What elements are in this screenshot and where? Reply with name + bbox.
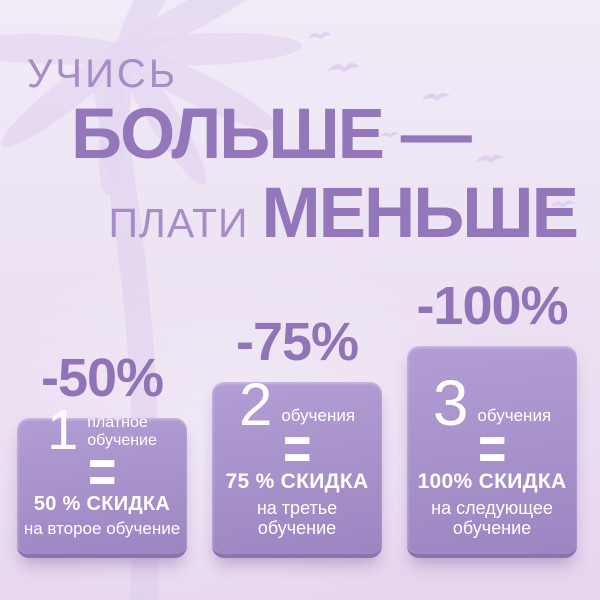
offer-card-50: 1 платное обучение = 50 % СКИДКА на втор… [17,401,187,558]
count-caption: платное обучение [87,414,157,453]
offer-headline: 50 % СКИДКА [33,493,171,516]
offer-subline: на третье обучение [256,497,338,539]
offer-subline: на следующее обучение [431,498,553,539]
offer-subline: на второе обучение [23,519,181,539]
offer-headline: 75 % СКИДКА [225,470,369,494]
equals-icon: = [87,436,117,507]
course-count: 2 [238,371,273,439]
seagull-icon [307,32,332,40]
count-row: 3 обучения [432,367,552,440]
count-row: 2 обучения [238,371,356,439]
headline-line3-bold: МЕНЬШЕ [261,174,579,253]
offer-card-100: 3 обучения = 100% СКИДКА на следующее об… [407,346,577,558]
headline-line2: БОЛЬШЕ — [71,95,472,174]
seagull-icon [327,63,360,73]
equals-icon: = [477,413,507,484]
count-caption-line: платное [87,413,148,431]
count-caption: обучения [281,406,356,426]
headline-line3: ПЛАТИ МЕНЬШЕ [108,174,579,253]
offer-headline: 100% СКИДКА [417,470,567,494]
offer-subline-line: на следующее [431,497,553,518]
discount-badge-50: -50% [40,348,164,408]
offer-subline-line: обучение [452,518,532,539]
offer-column-100: -100% 3 обучения = 100% СКИДКА на следую… [407,279,577,558]
seagull-icon [476,154,504,163]
equals-icon: = [282,413,312,484]
course-count: 1 [47,397,79,461]
count-caption: обучения [477,406,552,426]
headline-line3-light: ПЛАТИ [108,200,249,246]
count-row: 1 платное обучение [47,397,157,461]
count-caption-line: обучение [87,431,157,449]
discount-badge-100: -100% [416,276,568,336]
discount-badge-75: -75% [235,312,359,372]
course-count: 3 [432,367,469,440]
offer-bars: -50% 1 платное обучение = 50 % СКИДКА на… [17,279,577,558]
offer-column-75: -75% 2 обучения = 75 % СКИДКА на третье … [212,315,382,558]
offer-column-50: -50% 1 платное обучение = 50 % СКИДКА на… [17,351,187,558]
headline-kicker: УЧИСЬ [27,52,178,96]
offer-card-75: 2 обучения = 75 % СКИДКА на третье обуче… [212,371,382,558]
